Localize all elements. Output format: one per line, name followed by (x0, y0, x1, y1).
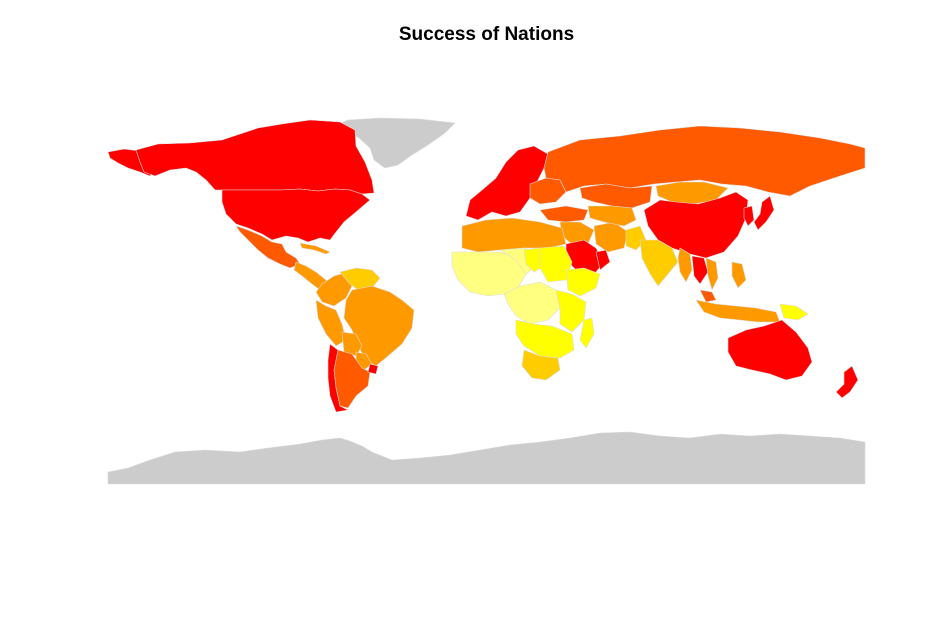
region-myanmar[interactable] (677, 247, 693, 283)
region-caribbean[interactable] (299, 242, 331, 255)
region-korea[interactable] (743, 205, 755, 227)
region-peru[interactable] (315, 299, 347, 347)
region-venezuela[interactable] (339, 267, 381, 291)
region-australia[interactable] (727, 319, 813, 381)
map-title: Success of Nations (398, 24, 575, 45)
region-greenland[interactable] (329, 117, 456, 169)
region-canada[interactable] (135, 119, 375, 195)
region-philippines[interactable] (731, 261, 747, 289)
region-uruguay[interactable] (367, 363, 379, 375)
region-united-states[interactable] (221, 188, 371, 243)
region-indonesia[interactable] (695, 299, 781, 323)
region-north-africa[interactable] (461, 217, 567, 253)
region-papua-new-guinea[interactable] (779, 303, 809, 321)
region-colombia[interactable] (315, 271, 353, 307)
region-antarctica[interactable] (107, 431, 866, 485)
region-russia[interactable] (543, 125, 866, 197)
region-arabian-peninsula[interactable] (595, 249, 611, 271)
region-central-africa[interactable] (503, 281, 561, 325)
region-madagascar[interactable] (579, 317, 595, 349)
region-south-africa[interactable] (521, 349, 561, 381)
region-eastern-europe[interactable] (529, 177, 567, 205)
region-central-asia[interactable] (587, 205, 637, 227)
region-bolivia[interactable] (341, 331, 363, 357)
region-kazakhstan[interactable] (579, 183, 653, 209)
region-japan[interactable] (753, 195, 775, 231)
region-sudan[interactable] (539, 245, 573, 283)
region-iran[interactable] (593, 221, 629, 253)
region-malaysia[interactable] (699, 289, 717, 303)
region-southern-africa[interactable] (515, 319, 575, 359)
region-thailand[interactable] (691, 255, 709, 285)
region-india[interactable] (639, 239, 679, 287)
region-new-zealand[interactable] (835, 365, 859, 399)
region-chile[interactable] (327, 343, 349, 413)
region-east-africa[interactable] (555, 289, 587, 333)
region-turkey[interactable] (539, 205, 589, 223)
region-chad[interactable] (523, 247, 545, 273)
region-horn-of-africa[interactable] (565, 267, 601, 297)
region-vietnam[interactable] (705, 257, 719, 291)
